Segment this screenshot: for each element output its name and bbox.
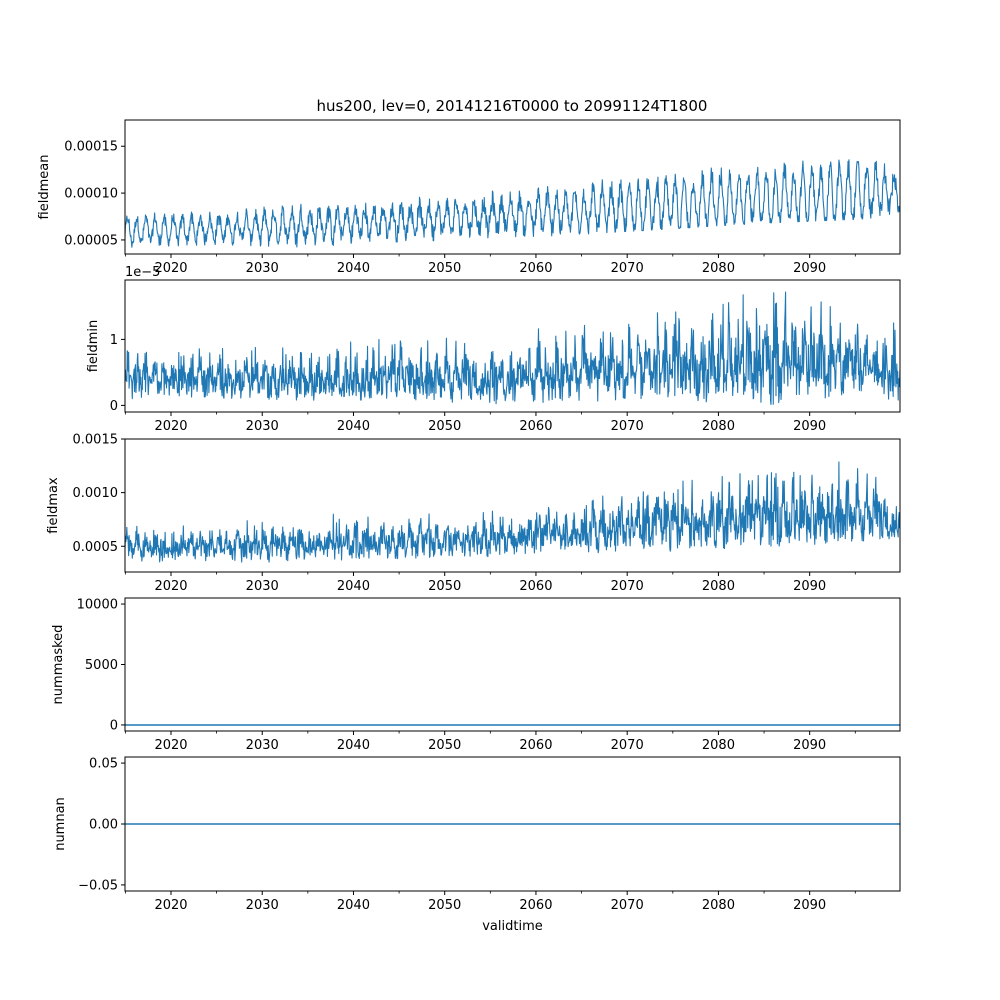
y-tick-label: 0.00 <box>89 818 118 833</box>
y-tick-label: 1 <box>110 333 118 348</box>
x-tick-label: 2090 <box>793 579 826 594</box>
nummasked-axes-frame <box>124 597 901 732</box>
fieldmean-ylabel: fieldmean <box>37 155 52 220</box>
y-tick-label: 10000 <box>77 598 118 613</box>
x-tick-label: 2020 <box>154 738 187 753</box>
x-tick-label: 2060 <box>519 898 552 913</box>
y-tick-label: 0 <box>110 718 118 733</box>
x-tick-label: 2080 <box>702 419 735 434</box>
fieldmin-ylabel: fieldmin <box>86 320 101 373</box>
fieldmax-ylabel: fieldmax <box>46 477 61 534</box>
x-tick-label: 2090 <box>793 261 826 276</box>
x-tick-label: 2020 <box>154 579 187 594</box>
x-tick-label: 2070 <box>611 898 644 913</box>
x-axis-label: validtime <box>482 919 543 934</box>
x-tick-label: 2060 <box>519 738 552 753</box>
x-tick-label: 2090 <box>793 898 826 913</box>
y-tick-label: 0.0010 <box>73 486 119 501</box>
x-tick-label: 2070 <box>611 419 644 434</box>
x-tick-label: 2020 <box>154 419 187 434</box>
subplot-fieldmean: 2020 2030 2040 2050 2060 2070 2080 2090 0.00005 0… <box>37 119 901 276</box>
x-tick-label: 2040 <box>337 738 370 753</box>
x-tick-label: 2030 <box>246 261 279 276</box>
x-tick-label: 2080 <box>702 898 735 913</box>
x-tick-label: 2040 <box>337 579 370 594</box>
y-tick-label: 0 <box>110 399 118 414</box>
subplot-nummasked: 2020 2030 2040 2050 2060 2070 2080 2090 0 5000 100… <box>51 597 901 753</box>
fieldmean-axes-frame <box>124 119 901 255</box>
y-tick-label: 5000 <box>85 658 118 673</box>
x-tick-label: 2030 <box>246 738 279 753</box>
x-tick-label: 2050 <box>428 898 461 913</box>
x-tick-label: 2060 <box>519 419 552 434</box>
fieldmax-axes-frame <box>124 438 901 573</box>
x-tick-label: 2050 <box>428 419 461 434</box>
subplots: 2020 2030 2040 2050 2060 2070 2080 20900.000050… <box>37 119 901 934</box>
x-tick-label: 2050 <box>428 738 461 753</box>
x-tick-label: 2060 <box>519 579 552 594</box>
x-tick-label: 2020 <box>154 261 187 276</box>
x-tick-label: 2050 <box>428 261 461 276</box>
x-tick-label: 2030 <box>246 419 279 434</box>
numnan-ylabel: numnan <box>53 797 68 851</box>
x-tick-label: 2060 <box>519 261 552 276</box>
x-tick-label: 2070 <box>611 579 644 594</box>
y-tick-label: 0.05 <box>89 757 118 772</box>
x-tick-label: 2080 <box>702 579 735 594</box>
y-tick-label: −0.05 <box>78 878 118 893</box>
x-tick-label: 2030 <box>246 898 279 913</box>
subplot-fieldmin: 2020 2030 2040 2050 2060 2070 2080 2090 0 1 1e−5 fi… <box>86 265 901 434</box>
fieldmax-series-line <box>125 461 900 563</box>
x-tick-label: 2090 <box>793 419 826 434</box>
x-tick-label: 2050 <box>428 579 461 594</box>
subplot-numnan: 2020 2030 2040 2050 2060 2070 2080 2090 −0.05 0.0… <box>53 756 901 934</box>
x-tick-label: 2070 <box>611 261 644 276</box>
x-tick-label: 2030 <box>246 579 279 594</box>
y-offset-text: 1e−5 <box>125 265 160 280</box>
y-tick-label: 0.00015 <box>64 140 118 155</box>
x-tick-label: 2070 <box>611 738 644 753</box>
fieldmin-series-line <box>125 291 900 406</box>
fieldmin-axes-frame <box>124 279 901 413</box>
x-tick-label: 2080 <box>702 738 735 753</box>
x-tick-label: 2040 <box>337 419 370 434</box>
x-tick-label: 2020 <box>154 898 187 913</box>
x-tick-label: 2080 <box>702 261 735 276</box>
nummasked-ylabel: nummasked <box>51 625 66 705</box>
x-tick-label: 2040 <box>337 261 370 276</box>
y-tick-label: 0.0005 <box>73 540 119 555</box>
y-tick-label: 0.00010 <box>64 187 118 202</box>
x-tick-label: 2090 <box>793 738 826 753</box>
y-tick-label: 0.0015 <box>73 433 119 448</box>
fieldmean-series-line <box>125 159 900 248</box>
subplot-fieldmax: 2020 2030 2040 2050 2060 2070 2080 2090 0.0005 0.… <box>46 433 901 594</box>
chart-title: hus200, lev=0, 20141216T0000 to 20991124… <box>317 97 708 115</box>
x-tick-label: 2040 <box>337 898 370 913</box>
y-tick-label: 0.00005 <box>64 233 118 248</box>
